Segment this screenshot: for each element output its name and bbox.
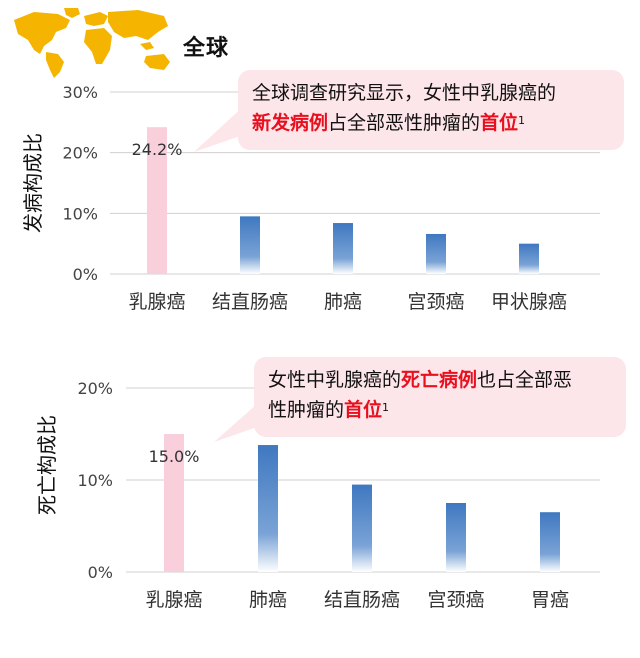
chart-2-ytick-label: 0% bbox=[88, 563, 113, 582]
chart-2-bar-1 bbox=[164, 434, 184, 572]
callout-2-highlight-deaths: 死亡病例 bbox=[401, 369, 478, 391]
chart-1-ytick-label: 20% bbox=[62, 144, 98, 163]
callout-1-highlight-first: 首位 bbox=[480, 112, 519, 134]
chart-1-ytick-label: 10% bbox=[62, 204, 98, 223]
chart-1-ytick-label: 30% bbox=[62, 83, 98, 102]
callout-tail-1 bbox=[194, 104, 246, 152]
chart-2-category-label-1: 乳腺癌 bbox=[145, 589, 202, 611]
callout-mortality: 女性中乳腺癌的死亡病例也占全部恶 性肿瘤的首位1 bbox=[254, 357, 626, 437]
chart-2-bar-2 bbox=[258, 445, 278, 572]
chart-1-category-label-4: 宫颈癌 bbox=[407, 291, 464, 313]
chart-1-category-label-1: 乳腺癌 bbox=[128, 291, 185, 313]
chart-2-data-label-1: 15.0% bbox=[149, 447, 200, 466]
callout-1-highlight-new-cases: 新发病例 bbox=[252, 112, 329, 134]
callout-1-footnote: 1 bbox=[518, 114, 526, 127]
region-title: 全球 bbox=[183, 36, 230, 61]
chart-2-bar-3 bbox=[352, 484, 372, 572]
callout-2-pre: 女性中乳腺癌的 bbox=[268, 369, 402, 391]
chart-2-ytick-label: 10% bbox=[77, 471, 113, 490]
callout-tail-2 bbox=[214, 396, 266, 442]
chart-2-ytick-label: 20% bbox=[77, 379, 113, 398]
chart-1-ylabel: 发病构成比 bbox=[21, 133, 45, 233]
chart-2-ylabel: 死亡构成比 bbox=[35, 415, 59, 515]
chart-1-bar-1 bbox=[147, 127, 167, 274]
callout-2-highlight-first: 首位 bbox=[344, 399, 383, 421]
chart-2-bar-5 bbox=[540, 512, 560, 572]
chart-1-category-label-2: 结直肠癌 bbox=[212, 291, 288, 313]
header: 全球 bbox=[0, 0, 640, 80]
chart-1-category-label-5: 甲状腺癌 bbox=[491, 291, 567, 313]
callout-2-footnote: 1 bbox=[382, 401, 390, 414]
chart-1-data-label-1: 24.2% bbox=[132, 140, 183, 159]
chart-1-bar-4 bbox=[426, 233, 446, 274]
callout-1-mid: 占全部恶性肿瘤的 bbox=[328, 112, 481, 134]
callout-1-line1: 全球调查研究显示，女性中乳腺癌的 bbox=[252, 82, 557, 104]
chart-2-category-label-4: 宫颈癌 bbox=[427, 589, 484, 611]
callout-2-line2: 性肿瘤的 bbox=[268, 399, 345, 421]
chart-1-bar-3 bbox=[333, 223, 353, 274]
chart-2-bar-4 bbox=[446, 503, 466, 572]
chart-1-ytick-label: 0% bbox=[73, 265, 98, 284]
chart-1-bar-2 bbox=[240, 216, 260, 274]
world-map-icon bbox=[14, 8, 170, 78]
callout-incidence: 全球调查研究显示，女性中乳腺癌的 新发病例占全部恶性肿瘤的首位1 bbox=[238, 70, 624, 150]
chart-1-bar-5 bbox=[519, 243, 539, 274]
chart-2-category-label-5: 胃癌 bbox=[531, 589, 569, 611]
chart-2-category-label-2: 肺癌 bbox=[249, 589, 287, 611]
chart-2-category-label-3: 结直肠癌 bbox=[324, 589, 400, 611]
callout-2-mid: 也占全部恶 bbox=[477, 369, 573, 391]
chart-1-category-label-3: 肺癌 bbox=[324, 291, 362, 313]
